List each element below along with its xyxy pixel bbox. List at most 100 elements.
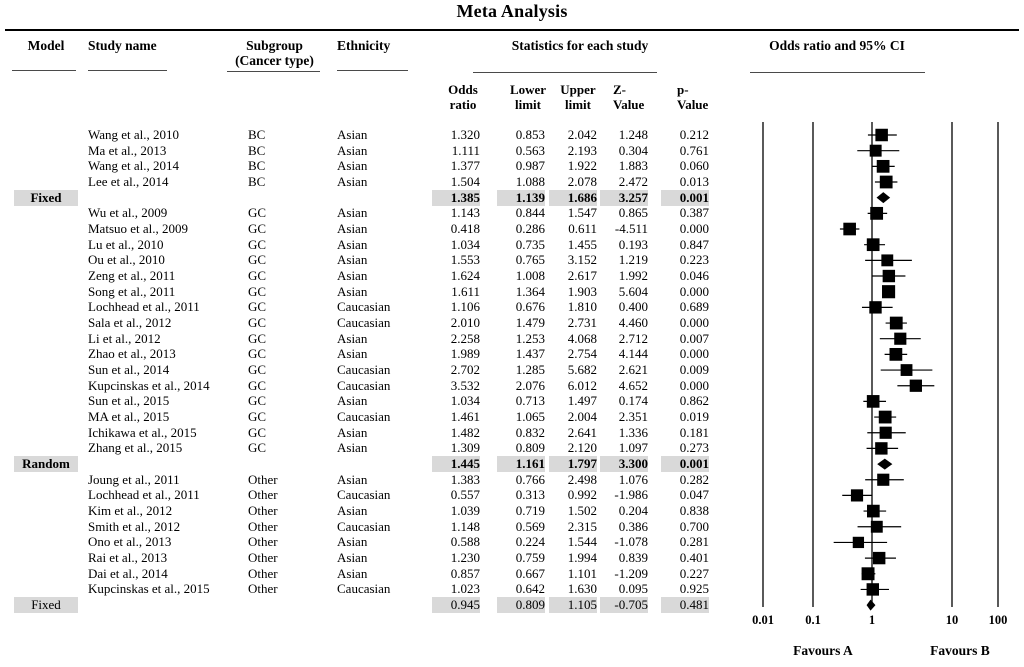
cell-study-name: Zhang et al., 2015	[88, 440, 183, 456]
cell-z-value: 0.204	[618, 503, 648, 519]
cell-ethnicity: Asian	[337, 174, 368, 189]
cell-p-value: 0.000	[679, 346, 709, 362]
cell-ethnicity: Asian	[337, 205, 368, 221]
effect-size-square	[900, 364, 913, 376]
cell-p-value: 0.001	[661, 189, 709, 206]
cell-upper-limit: 1.922	[567, 158, 597, 174]
p-line2: Value	[677, 97, 709, 112]
cell-p-value: 0.060	[679, 158, 709, 174]
effect-size-square	[866, 395, 880, 408]
cell-study-name: Lochhead et al., 2011	[88, 299, 200, 315]
effect-size-square	[882, 269, 896, 283]
cell-lower-limit: 0.286	[515, 221, 545, 237]
cell-ethnicity: Asian	[337, 503, 368, 519]
effect-size-square	[875, 442, 888, 455]
cell-lower-limit: 0.642	[515, 581, 545, 597]
table-row: Ou et al., 2010 GC Asian 1.553 0.765 3.152 1.2…	[0, 252, 745, 268]
cell-z-value: -1.078	[614, 534, 648, 550]
cell-z-value: 1.336	[618, 424, 648, 440]
cell-upper-limit: 1.455	[567, 236, 597, 252]
cell-z-value: 0.095	[618, 581, 648, 597]
cell-lower-limit: 1.008	[515, 268, 545, 284]
cell-ethnicity: Asian	[337, 127, 368, 142]
cell-odds-ratio: 1.624	[450, 268, 480, 284]
cell-ethnicity: Asian	[337, 346, 368, 362]
cell-z-value: 2.712	[618, 330, 648, 346]
effect-size-square	[894, 332, 907, 345]
cell-subgroup: BC	[248, 158, 266, 174]
cell-odds-ratio: 1.034	[450, 236, 480, 252]
table-row: Zeng et al., 2011 GC Asian 1.624 1.008 2.617 1…	[0, 268, 745, 284]
cell-study-name: Rai et al., 2013	[88, 550, 168, 566]
cell-p-value: 0.009	[679, 362, 709, 378]
cell-z-value: 0.386	[618, 518, 648, 534]
odds-line1: Odds	[448, 82, 478, 97]
cell-upper-limit: 2.617	[567, 268, 597, 284]
cell-p-value: 0.019	[679, 409, 709, 425]
cell-subgroup: GC	[248, 377, 267, 393]
cell-lower-limit: 0.313	[515, 487, 545, 503]
cell-odds-ratio: 1.385	[432, 189, 480, 206]
cell-p-value: 0.007	[679, 330, 709, 346]
cell-z-value: -1.209	[614, 565, 648, 581]
cell-p-value: 0.401	[679, 550, 709, 566]
cell-upper-limit: 1.544	[567, 534, 597, 550]
effect-size-square	[866, 583, 880, 596]
effect-size-square	[879, 175, 893, 189]
col-header-p-value: p- Value	[677, 82, 708, 112]
top-rule	[5, 29, 1019, 31]
table-row: Zhao et al., 2013 GC Asian 1.989 1.437 2.754 4…	[0, 346, 745, 362]
z-line1: Z-	[613, 82, 626, 97]
cell-upper-limit: 0.992	[567, 487, 597, 503]
col-header-study: Study name	[88, 38, 157, 53]
cell-subgroup: GC	[248, 424, 267, 440]
cell-subgroup: Other	[248, 518, 278, 534]
cell-study-name: Zeng et al., 2011	[88, 268, 176, 284]
cell-z-value: 0.193	[618, 236, 648, 252]
table-row: Kim et al., 2012 Other Asian 1.039 0.719 1.50…	[0, 503, 745, 519]
cell-ethnicity: Caucasian	[337, 518, 391, 534]
cell-lower-limit: 0.667	[515, 565, 545, 581]
table-row: Ichikawa et al., 2015 GC Asian 1.482 0.832 2.…	[0, 425, 745, 441]
cell-subgroup: Other	[248, 487, 278, 503]
table-row: Ma et al., 2013 BC Asian 1.111 0.563 2.193 0.3…	[0, 143, 745, 159]
cell-p-value: 0.282	[679, 471, 709, 487]
cell-lower-limit: 1.479	[515, 315, 545, 331]
cell-ethnicity: Asian	[337, 252, 368, 268]
cell-odds-ratio: 1.320	[450, 127, 480, 142]
cell-upper-limit: 1.547	[567, 205, 597, 221]
cell-p-value: 0.001	[661, 456, 709, 473]
cell-study-name: Sun et al., 2015	[88, 393, 170, 409]
cell-z-value: 2.621	[618, 362, 648, 378]
table-row: Song et al., 2011 GC Asian 1.611 1.364 1.903 5…	[0, 284, 745, 300]
underline-subgroup	[227, 71, 320, 72]
cell-upper-limit: 1.101	[567, 565, 597, 581]
cell-ethnicity: Asian	[337, 221, 368, 237]
effect-size-square	[881, 254, 894, 267]
x-tick-label-100: 100	[988, 613, 1008, 627]
upper-line2: limit	[565, 97, 591, 112]
cell-study-name: Ou et al., 2010	[88, 252, 165, 268]
cell-odds-ratio: 1.482	[450, 424, 480, 440]
cell-model: Fixed	[14, 189, 78, 206]
cell-odds-ratio: 1.504	[450, 174, 480, 189]
cell-z-value: 3.257	[600, 189, 648, 206]
cell-p-value: 0.700	[679, 518, 709, 534]
table-row: Matsuo et al., 2009 GC Asian 0.418 0.286 0.61…	[0, 221, 745, 237]
cell-p-value: 0.212	[679, 127, 709, 142]
cell-study-name: Ma et al., 2013	[88, 142, 167, 158]
cell-p-value: 0.862	[679, 393, 709, 409]
cell-study-name: Zhao et al., 2013	[88, 346, 176, 362]
cell-ethnicity: Asian	[337, 330, 368, 346]
cell-lower-limit: 0.563	[515, 142, 545, 158]
cell-lower-limit: 0.765	[515, 252, 545, 268]
cell-lower-limit: 0.987	[515, 158, 545, 174]
effect-size-square	[889, 316, 903, 330]
cell-z-value: 1.248	[618, 127, 648, 142]
cell-z-value: 0.174	[618, 393, 648, 409]
effect-size-square	[909, 379, 922, 392]
cell-p-value: 0.689	[679, 299, 709, 315]
cell-lower-limit: 0.809	[497, 597, 545, 614]
cell-z-value: 1.097	[618, 440, 648, 456]
